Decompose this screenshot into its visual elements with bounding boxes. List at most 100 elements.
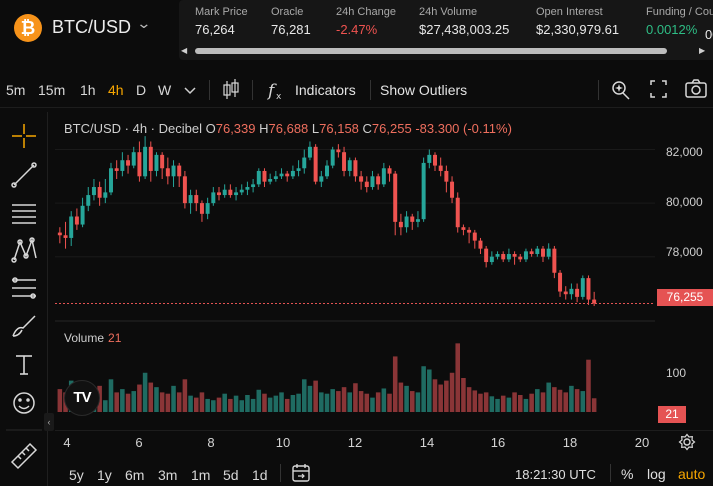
stats-scrollbar[interactable]: ◀ ▶ (179, 46, 713, 56)
chevron-down-icon[interactable]: ⌄ (136, 15, 152, 31)
volume-bar (159, 392, 165, 412)
go-to-date-icon[interactable] (290, 462, 314, 484)
candle-body (148, 146, 153, 171)
range-1m[interactable]: 1m (191, 467, 211, 483)
volume-bar (216, 397, 222, 412)
candle (489, 251, 494, 265)
range-1y[interactable]: 1y (97, 467, 112, 483)
timeframe-w[interactable]: W (158, 82, 172, 98)
candle (302, 149, 307, 174)
candle (529, 248, 534, 257)
chart-pane[interactable] (55, 112, 713, 430)
volume-bar (233, 395, 239, 412)
candle-body (489, 256, 494, 263)
emoji-icon[interactable] (13, 392, 35, 414)
log-scale-button[interactable]: log (647, 466, 666, 482)
timeframe-5m[interactable]: 5m (6, 82, 26, 98)
candle-body (228, 189, 233, 196)
candle (342, 146, 347, 177)
text-tool-icon[interactable] (16, 355, 32, 375)
auto-scale-button[interactable]: auto (678, 466, 706, 482)
range-5d[interactable]: 5d (223, 467, 239, 483)
candlestick-chart[interactable] (55, 112, 713, 430)
range-1d[interactable]: 1d (252, 467, 268, 483)
candle-body (398, 221, 403, 228)
volume-bar (171, 385, 176, 412)
candle-body (165, 168, 170, 177)
collapse-toolbar-icon[interactable]: ‹ (44, 413, 54, 431)
volume-bar (427, 369, 432, 412)
scrollbar-thumb[interactable] (195, 48, 667, 54)
candlestick-type-icon[interactable] (223, 79, 239, 99)
stat-2: 24h Change -2.47% (336, 6, 396, 37)
volume-bar (506, 397, 512, 412)
fib-tool-icon[interactable] (12, 277, 36, 299)
camera-icon[interactable] (685, 79, 707, 98)
candle-body (370, 176, 375, 188)
volume-axis-label: 100 (666, 366, 687, 380)
show-outliers-button[interactable]: Show Outliers (380, 82, 468, 98)
timeframe-1h[interactable]: 1h (80, 82, 96, 98)
volume-bar (114, 392, 119, 412)
candle (165, 157, 170, 185)
candle-body (239, 189, 244, 193)
range-bar (55, 458, 713, 486)
time-tick: 4 (63, 435, 71, 450)
candle (535, 245, 540, 257)
candle (398, 213, 403, 236)
candle-body (222, 189, 227, 196)
timeframe-4h[interactable]: 4h (108, 82, 124, 98)
candle (217, 187, 221, 201)
volume-bar (262, 393, 267, 412)
volume-bar (330, 389, 335, 412)
volume-bar (336, 391, 341, 412)
axis-settings-gear-icon[interactable] (678, 433, 696, 451)
timeframe-d[interactable]: D (136, 82, 147, 98)
candle (160, 152, 165, 179)
stat-value: 76,264 (195, 22, 235, 37)
pair-selector[interactable]: ₿ BTC/USD ⌄ (0, 0, 175, 60)
range-6m[interactable]: 6m (125, 467, 145, 483)
candle (91, 178, 96, 201)
pattern-tool-icon[interactable] (11, 237, 37, 263)
volume-bar (466, 387, 472, 412)
stat-value: $2,330,979.61 (536, 22, 620, 37)
ruler-icon[interactable] (10, 442, 38, 470)
time-axis[interactable]: 4 6 8 10 12 14 16 18 20 (55, 430, 713, 452)
legend-high: 76,688 (268, 121, 309, 136)
price-axis-label: 80,000 (666, 195, 703, 209)
timeframe-15m[interactable]: 15m (38, 82, 66, 98)
stat-value: $27,438,003.25 (419, 22, 510, 37)
volume-bar (574, 389, 580, 412)
percent-scale-button[interactable]: % (621, 466, 634, 482)
fullscreen-icon[interactable] (650, 80, 667, 98)
volume-bar (591, 398, 597, 412)
timeframe-chevron-icon[interactable] (184, 87, 196, 95)
crosshair-icon[interactable] (12, 124, 36, 148)
indicators-fx-icon[interactable]: f x (266, 81, 282, 102)
candle (495, 251, 500, 260)
scroll-left-icon[interactable]: ◀ (181, 46, 188, 55)
candle-body (268, 178, 273, 182)
volume-bar (176, 392, 182, 412)
candle-body (114, 168, 119, 171)
scroll-right-icon[interactable]: ▶ (699, 46, 706, 55)
search-sparkle-icon[interactable] (612, 81, 630, 100)
candle-body (433, 154, 437, 166)
horizontal-lines-icon[interactable] (12, 204, 36, 224)
brush-icon[interactable] (12, 315, 36, 337)
stat-5: Funding / Cou 0.0012% 00 (646, 6, 713, 42)
utc-clock[interactable]: 18:21:30 UTC (515, 467, 596, 482)
candle-body (251, 184, 256, 188)
volume-bar (478, 393, 483, 412)
trendline-icon[interactable] (11, 162, 37, 188)
range-3m[interactable]: 3m (158, 467, 178, 483)
tradingview-logo[interactable]: TV (64, 380, 100, 416)
range-5y[interactable]: 5y (69, 467, 84, 483)
volume-bar (148, 382, 154, 412)
candle (461, 224, 466, 236)
indicators-button[interactable]: Indicators (295, 82, 356, 98)
volume-bar (222, 393, 227, 412)
volume-bar (131, 391, 137, 412)
candle (143, 136, 148, 179)
